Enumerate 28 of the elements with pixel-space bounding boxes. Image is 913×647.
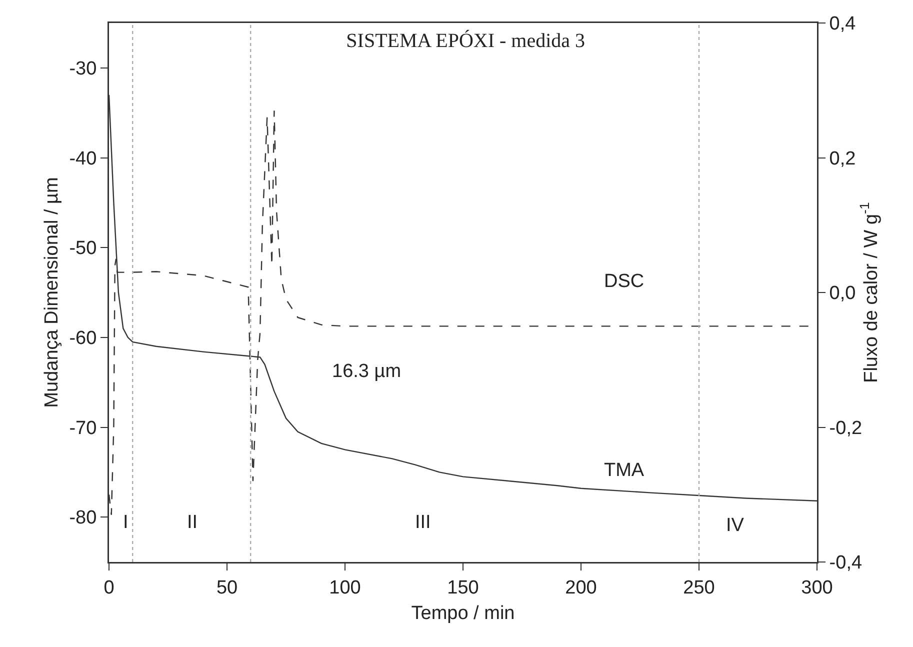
x-tick-label: 250 [683, 577, 715, 598]
y2-tick-label: 0,0 [829, 283, 856, 304]
y2-tick-label: 0,2 [829, 148, 856, 170]
x-tick-label: 100 [329, 577, 361, 598]
y-tick-label: -80 [69, 508, 97, 529]
annotation: IV [726, 515, 744, 536]
annotation: II [187, 512, 198, 533]
chart-title: SISTEMA EPÓXI - medida 3 [346, 29, 586, 52]
y-tick-label: -30 [69, 58, 97, 80]
x-axis-title: Tempo / min [411, 602, 515, 624]
series-label: DSC [604, 271, 644, 292]
annotation: III [415, 512, 431, 533]
x-tick-label: 300 [801, 577, 833, 598]
y2-tick-label: 0,4 [829, 14, 856, 35]
annotation: 16.3 µm [332, 361, 402, 382]
y-tick-label: -70 [69, 418, 97, 439]
annotation: I [123, 512, 128, 533]
y-tick-label: -50 [69, 238, 97, 260]
series-label: TMA [604, 460, 644, 481]
y2-tick-label: -0,2 [829, 418, 862, 439]
y-tick-label: -40 [69, 148, 97, 170]
y-axis-title: Mudança Dimensional / µm [41, 177, 62, 408]
x-tick-label: 50 [216, 577, 238, 598]
x-tick-label: 0 [104, 577, 114, 598]
x-tick-label: 150 [447, 577, 479, 598]
x-tick-label: 200 [565, 577, 597, 598]
y2-tick-label: -0,4 [829, 552, 862, 574]
y-tick-label: -60 [69, 328, 97, 350]
